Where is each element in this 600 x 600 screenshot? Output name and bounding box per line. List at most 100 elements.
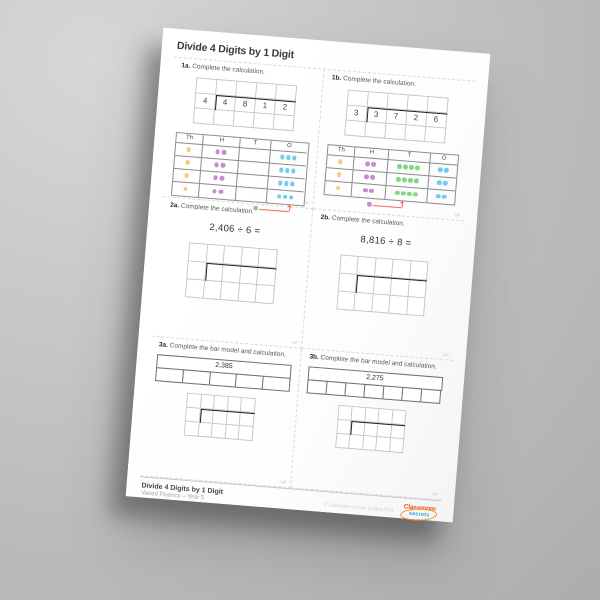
grid-cell	[424, 126, 446, 144]
grid-cell	[239, 411, 255, 427]
exchange-arrow-stub	[401, 203, 404, 208]
grid-cell	[258, 248, 278, 268]
counter-dot	[282, 194, 288, 200]
grid-cell	[196, 77, 218, 95]
counter-dot	[214, 162, 220, 168]
grid-cell	[392, 259, 412, 279]
counter-dot	[213, 175, 219, 181]
bar-model-part-cell	[181, 368, 211, 385]
bar-model-part-cell	[363, 383, 385, 399]
counter-dot	[441, 194, 447, 200]
question-number: 2b.	[320, 213, 331, 222]
grid-cell	[211, 423, 227, 439]
counter-dot	[412, 191, 418, 197]
pv-table: Th H T O	[170, 131, 310, 206]
grid-cell	[187, 393, 202, 409]
question-number: 3a.	[158, 341, 169, 349]
grid-cell	[186, 407, 201, 423]
counter-dot	[369, 188, 375, 194]
grid-cell	[223, 245, 243, 266]
exchange-dot	[366, 200, 372, 207]
grid-cell	[255, 284, 275, 304]
grid-cell	[241, 247, 261, 267]
grid-cell	[193, 107, 215, 125]
exchange-arrow-line	[372, 204, 402, 208]
counter-dot	[291, 155, 297, 161]
vf-watermark: VF	[454, 212, 461, 219]
grid-cell	[409, 260, 429, 281]
grid-cell	[377, 422, 393, 438]
question-prompt: Complete the calculation.	[331, 214, 405, 228]
logo-swoosh-icon	[400, 508, 438, 521]
grid-cell	[337, 419, 352, 435]
grid-cell: 6	[425, 111, 447, 129]
counter-dot	[212, 188, 218, 194]
copyright-text: © Classroom Secrets Limited 2024	[323, 502, 394, 513]
grid-cell	[354, 292, 374, 312]
grid-cell	[226, 410, 242, 426]
grid-cell	[426, 96, 449, 114]
grid-cell	[199, 408, 215, 424]
question-cell-3b: 3b. Complete the bar model and calculati…	[290, 348, 453, 501]
bar-model-part-cell	[344, 381, 366, 398]
question-number: 2a.	[169, 201, 180, 210]
grid-cell	[374, 257, 394, 278]
grid-cell	[351, 406, 367, 422]
grid-cell	[364, 121, 386, 139]
question-cell-2a: 2a. Complete the calculation. 2,406 ÷ 6 …	[151, 197, 314, 349]
grid-cell	[338, 273, 358, 293]
grid-cell	[214, 395, 229, 411]
grid-cell	[389, 437, 405, 453]
grid-cell	[362, 435, 378, 451]
question-prompt: Complete the calculation.	[180, 202, 255, 216]
grid-cell	[336, 433, 351, 449]
vf-watermark: VF	[431, 491, 439, 498]
counter-dot	[337, 159, 343, 165]
grid-cell	[373, 275, 393, 296]
counter-dot	[218, 189, 224, 195]
counter-dot	[221, 149, 227, 155]
counter-dot	[394, 190, 400, 196]
division-working-grid-2a	[185, 241, 278, 304]
grid-cell	[340, 255, 359, 275]
vf-watermark: VF	[302, 200, 309, 206]
pv-data-cell	[171, 181, 201, 197]
grid-cell	[256, 82, 278, 100]
counter-dot	[364, 174, 370, 180]
grid-cell	[187, 260, 207, 281]
question-cell-3a: 3a. Complete the bar model and calculati…	[140, 336, 303, 489]
division-working-grid-2b	[336, 254, 429, 316]
grid-cell	[378, 408, 394, 424]
counter-dot	[365, 161, 371, 167]
counter-dot	[215, 149, 221, 155]
counter-dot	[277, 180, 283, 186]
grid-cell	[238, 283, 258, 303]
grid-cell	[365, 407, 380, 423]
counter-dot	[396, 163, 402, 169]
counter-dot	[283, 180, 289, 186]
grid-cell	[408, 278, 428, 299]
grid-cell: 8	[234, 96, 257, 113]
grid-cell: 4	[195, 92, 217, 110]
grid-cell	[384, 123, 406, 140]
grid-cell	[213, 109, 235, 127]
grid-cell	[236, 81, 258, 98]
grid-cell	[406, 296, 426, 316]
grid-cell: 4	[214, 94, 237, 112]
question-prompt: Complete the calculation.	[191, 63, 266, 76]
worksheet-page: Divide 4 Digits by 1 Digit 1a. Complete …	[125, 27, 491, 524]
exchange-arrowhead-icon	[400, 200, 405, 204]
grid-cell	[344, 120, 366, 137]
bar-model-part-cell	[208, 370, 238, 388]
pv-data-cell	[235, 186, 268, 202]
grid-cell: 3	[346, 105, 368, 122]
counter-dot	[278, 167, 284, 173]
grid-cell	[392, 409, 407, 425]
bar-model-part-cell	[401, 386, 423, 403]
grid-cell	[220, 281, 240, 302]
grid-cell	[372, 293, 391, 314]
counter-dot	[185, 159, 190, 165]
vf-watermark: VF	[291, 339, 298, 346]
counter-dot	[182, 186, 188, 192]
